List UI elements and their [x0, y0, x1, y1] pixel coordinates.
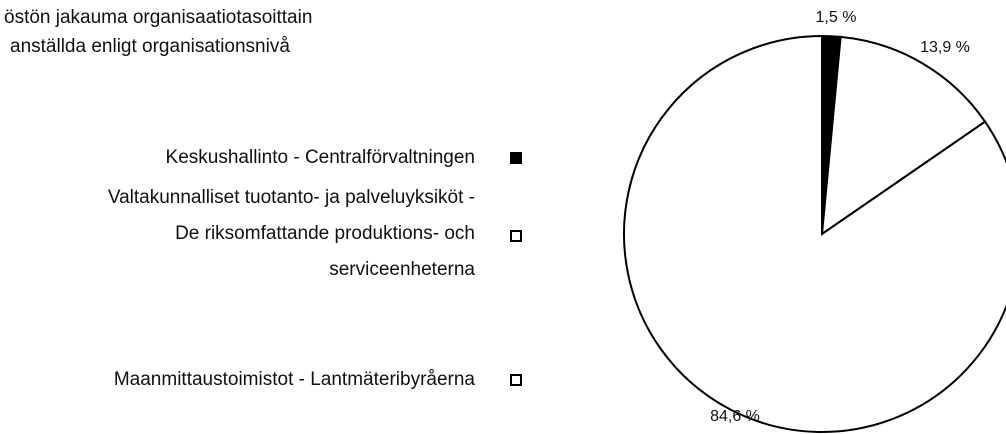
- value-label: 84,6 %: [710, 408, 760, 425]
- legend-label: serviceenheterna: [329, 259, 475, 280]
- legend-label: De riksomfattande produktions- och: [175, 223, 475, 244]
- chart-subtitle: anställda enligt organisationsnivå: [10, 36, 290, 57]
- value-label: 1,5 %: [816, 9, 857, 26]
- chart-title: östön jakauma organisaatiotasoittain: [4, 7, 312, 28]
- pie-slice: [623, 34, 1006, 433]
- value-label: 13,9 %: [920, 39, 970, 56]
- pie-slice: [820, 35, 987, 237]
- legend-label: Maanmittaustoimistot - Lantmäteribyråern…: [114, 369, 476, 390]
- legend-swatch: [510, 152, 522, 164]
- legend-swatch: [510, 230, 522, 242]
- legend-swatch: [510, 374, 522, 386]
- legend-label: Keskushallinto - Centralförvaltningen: [166, 147, 475, 168]
- legend-label: Valtakunnalliset tuotanto- ja palveluyks…: [108, 187, 475, 208]
